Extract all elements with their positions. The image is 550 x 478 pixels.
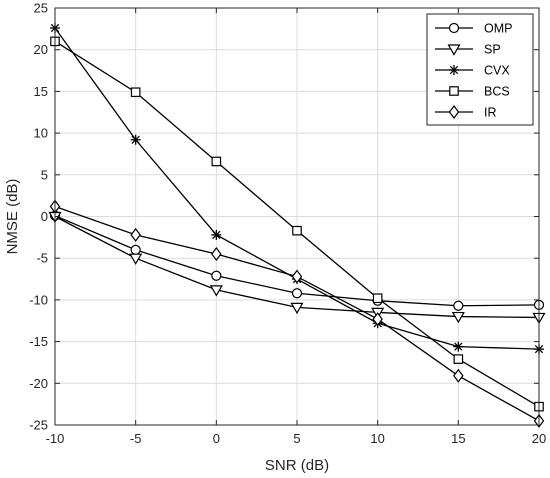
y-tick-label: 25: [34, 1, 48, 16]
x-tick-label: 0: [213, 431, 220, 446]
data-point-cvx: [211, 229, 222, 240]
data-point-cvx: [130, 134, 141, 145]
axis-ticks: -10 -5 0 5 10 15 20 -25 -20 -15 -10 -5 0 5 10 15 20 25: [29, 1, 546, 447]
data-point-bcs: [453, 354, 464, 364]
data-point-sp: [129, 253, 143, 265]
y-tick-label: 5: [41, 167, 48, 182]
data-point-ir: [211, 247, 222, 262]
y-tick-label: 15: [34, 84, 48, 99]
x-axis-label: SNR (dB): [265, 457, 329, 474]
data-point-omp: [291, 288, 303, 299]
legend-label-cvx: CVX: [484, 64, 510, 78]
y-tick-label: -5: [36, 251, 48, 266]
data-point-sp: [290, 302, 304, 315]
y-tick-label: 10: [34, 126, 48, 141]
y-tick-label: -25: [29, 418, 48, 433]
data-point-omp: [130, 244, 141, 255]
series-ir: [49, 199, 545, 428]
legend-item-omp: OMP: [435, 22, 512, 36]
x-tick-label: 20: [532, 431, 546, 446]
data-point-sp: [209, 285, 223, 297]
x-tick-label: 10: [370, 431, 384, 446]
data-point-omp: [453, 300, 464, 311]
legend-label-bcs: BCS: [484, 85, 510, 99]
y-tick-label: 0: [41, 209, 48, 224]
legend-item-bcs: BCS: [435, 85, 510, 99]
y-axis-label: NMSE (dB): [4, 179, 21, 255]
y-tick-label: 20: [34, 42, 48, 57]
data-point-bcs: [372, 293, 383, 304]
y-tick-label: -15: [29, 334, 48, 349]
legend-item-cvx: CVX: [435, 64, 510, 78]
data-point-bcs: [130, 87, 141, 98]
x-tick-label: -10: [46, 431, 65, 446]
data-point-ir: [372, 312, 383, 327]
y-tick-label: -10: [29, 292, 48, 307]
x-tick-label: -5: [130, 431, 142, 446]
legend: OMP SP CVX BCS IR: [426, 13, 534, 126]
data-point-bcs: [211, 156, 222, 167]
legend-label-sp: SP: [484, 43, 501, 57]
plot-series: [48, 23, 546, 428]
legend-label-omp: OMP: [484, 22, 512, 36]
legend-label-ir: IR: [484, 106, 497, 120]
legend-marker-bcs: [449, 86, 459, 96]
x-tick-label: 5: [293, 431, 300, 446]
legend-marker-ir: [448, 105, 460, 119]
y-tick-label: -20: [29, 376, 48, 391]
legend-marker-sp: [447, 44, 461, 56]
legend-item-ir: IR: [435, 105, 497, 120]
data-point-ir: [453, 368, 464, 383]
x-tick-label: 15: [451, 431, 465, 446]
legend-marker-cvx: [449, 65, 459, 75]
data-point-sp: [451, 311, 465, 324]
data-point-omp: [211, 270, 222, 281]
data-point-bcs: [292, 225, 302, 236]
legend-item-sp: SP: [435, 43, 501, 57]
data-point-ir: [291, 269, 303, 284]
data-point-ir: [130, 227, 141, 242]
data-point-cvx: [453, 341, 464, 352]
legend-marker-omp: [448, 22, 460, 34]
